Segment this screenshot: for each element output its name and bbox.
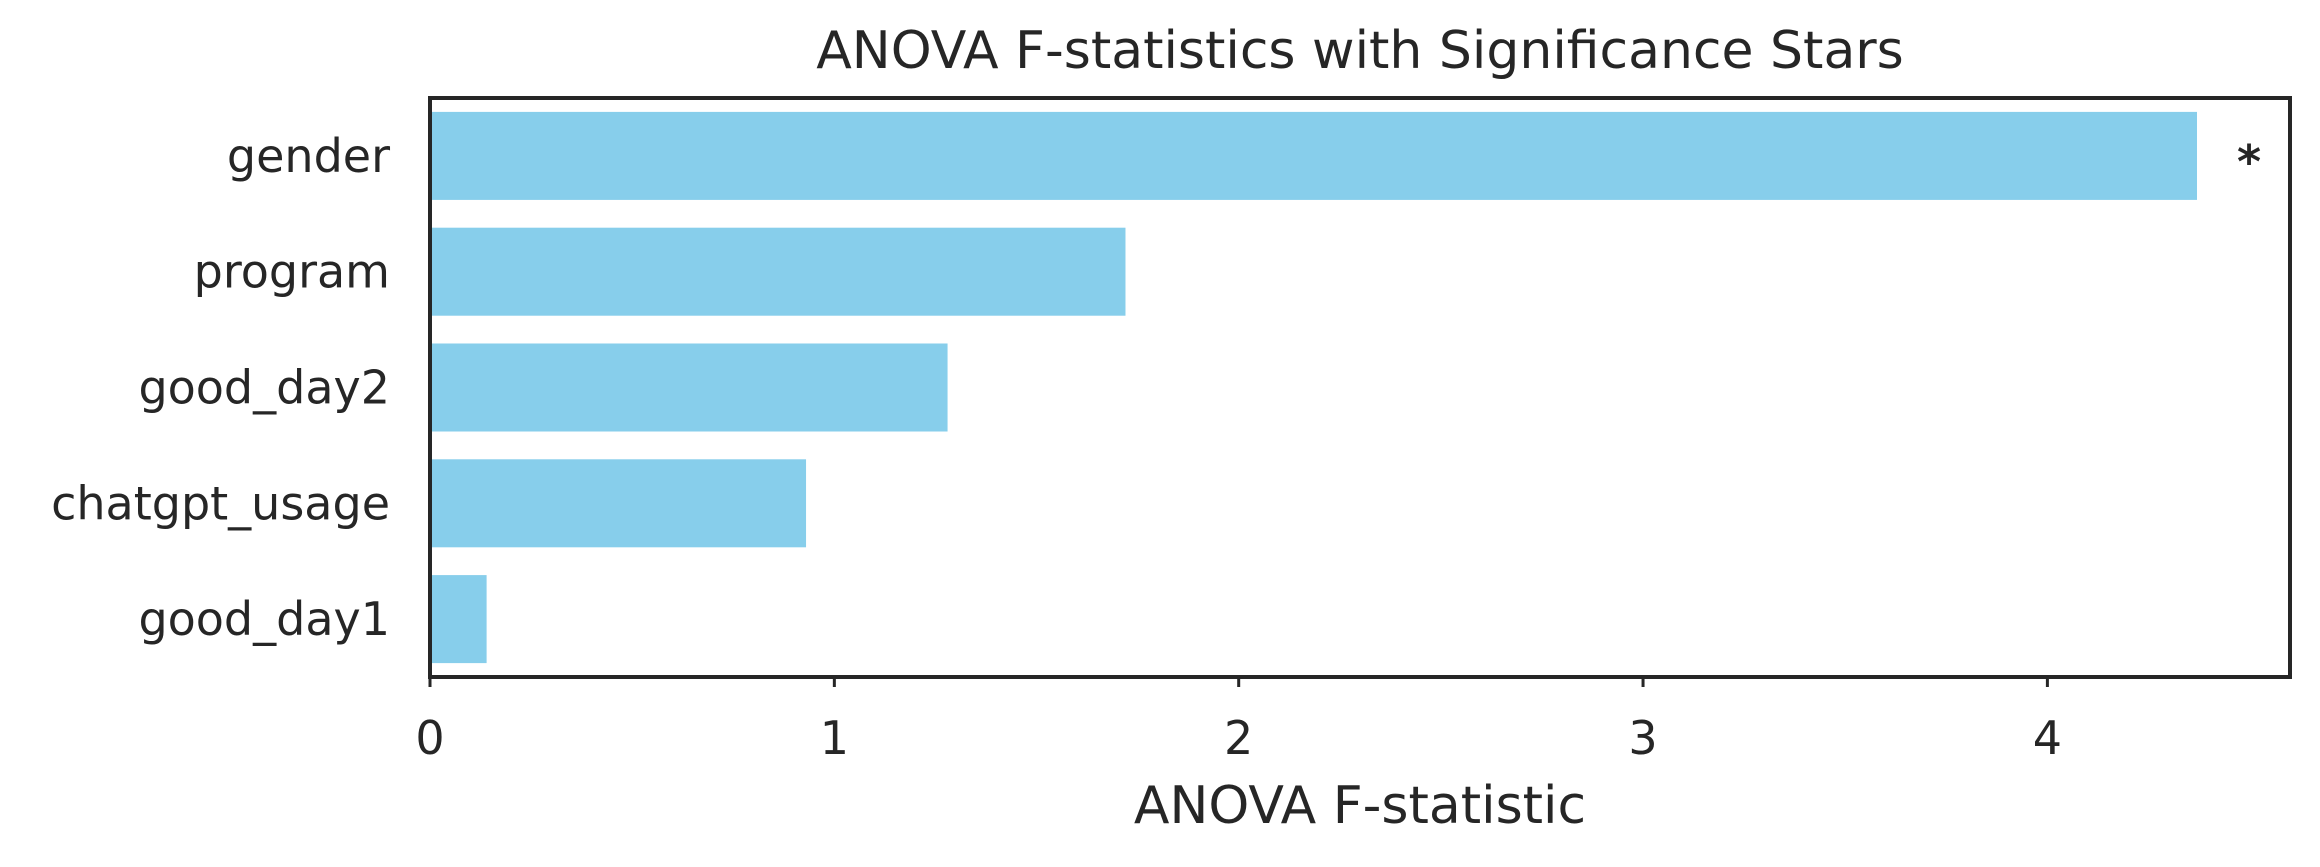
- y-tick-labels: gender program good_day2 chatgpt_usage good_…: [51, 129, 390, 646]
- bar-gender: [430, 111, 2197, 200]
- y-tick-label: gender: [227, 129, 390, 183]
- x-axis-label: ANOVA F-statistic: [1134, 776, 1586, 836]
- x-tick-label: 2: [1224, 711, 1253, 765]
- y-tick-label: good_day1: [138, 592, 390, 646]
- bars-group: [430, 111, 2197, 664]
- y-tick-label: program: [194, 245, 390, 299]
- x-ticks: 0 1 2 3 4: [415, 677, 2062, 765]
- significance-star: *: [2237, 135, 2261, 189]
- x-tick-label: 0: [415, 711, 444, 765]
- y-tick-label: good_day2: [138, 361, 390, 415]
- significance-stars: *: [2237, 135, 2261, 189]
- plot-frame: [428, 96, 2292, 679]
- x-tick-label: 4: [2033, 711, 2062, 765]
- x-tick-label: 1: [820, 711, 849, 765]
- x-tick-label: 3: [1628, 711, 1657, 765]
- y-tick-label: chatgpt_usage: [51, 476, 390, 530]
- bar-good_day2: [430, 343, 948, 432]
- bar-good_day1: [430, 575, 487, 664]
- bar-program: [430, 227, 1126, 316]
- bar-chatgpt_usage: [430, 459, 807, 548]
- chart-title: ANOVA F-statistics with Significance Sta…: [816, 21, 1904, 81]
